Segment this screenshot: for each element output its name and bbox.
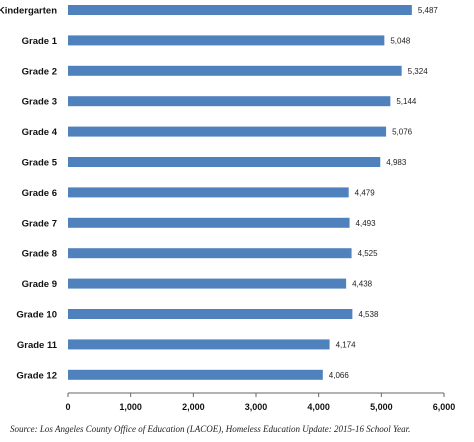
category-label-8: Grade 8 bbox=[22, 249, 57, 260]
bar-6 bbox=[68, 187, 349, 198]
value-label-10: 4,538 bbox=[358, 310, 379, 319]
bar-4 bbox=[68, 126, 387, 137]
x-tick-label-4: 4,000 bbox=[307, 402, 330, 412]
source-note: Source: Los Angeles County Office of Edu… bbox=[10, 424, 411, 434]
value-label-8: 4,525 bbox=[358, 249, 379, 258]
value-label-0: 5,487 bbox=[418, 6, 439, 15]
value-label-3: 5,144 bbox=[396, 97, 417, 106]
bar-5 bbox=[68, 157, 381, 167]
bar-10 bbox=[68, 309, 353, 319]
value-label-11: 4,174 bbox=[336, 340, 357, 349]
x-tick-label-6: 6,000 bbox=[433, 402, 456, 412]
bar-0 bbox=[68, 5, 412, 15]
x-tick-label-3: 3,000 bbox=[245, 402, 268, 412]
category-label-3: Grade 3 bbox=[22, 97, 57, 108]
category-label-5: Grade 5 bbox=[22, 158, 58, 169]
bar-2 bbox=[68, 65, 402, 76]
value-labels-group: 5,487 5,048 5,324 5,144 5,076 4,983 4,479 4,493… bbox=[329, 6, 439, 380]
x-axis-ticks-group: 0 1,000 2,000 3,000 4,000 5,000 6,000 bbox=[65, 393, 455, 412]
value-label-2: 5,324 bbox=[408, 67, 429, 76]
category-label-9: Grade 9 bbox=[22, 279, 57, 290]
value-label-7: 4,493 bbox=[356, 219, 377, 228]
value-label-6: 4,479 bbox=[355, 188, 376, 197]
category-labels-group: Kindergarten Grade 1 Grade 2 Grade 3 Grade 4… bbox=[0, 6, 58, 382]
category-label-0: Kindergarten bbox=[0, 6, 57, 17]
category-label-4: Grade 4 bbox=[22, 127, 58, 138]
x-tick-label-5: 5,000 bbox=[370, 402, 393, 412]
category-label-6: Grade 6 bbox=[22, 188, 57, 199]
bar-12 bbox=[68, 369, 323, 380]
x-tick-label-2: 2,000 bbox=[182, 402, 205, 412]
x-tick-label-0: 0 bbox=[65, 402, 70, 412]
value-label-4: 5,076 bbox=[392, 128, 413, 137]
category-label-10: Grade 10 bbox=[16, 310, 57, 321]
value-label-12: 4,066 bbox=[329, 371, 350, 380]
category-label-12: Grade 12 bbox=[16, 370, 57, 381]
category-label-2: Grade 2 bbox=[22, 66, 57, 77]
bars-group bbox=[68, 5, 412, 380]
bar-11 bbox=[68, 339, 330, 350]
bar-7 bbox=[68, 217, 350, 228]
bar-8 bbox=[68, 248, 352, 259]
value-label-1: 5,048 bbox=[390, 36, 411, 45]
category-label-7: Grade 7 bbox=[22, 218, 57, 229]
category-label-11: Grade 11 bbox=[17, 340, 58, 351]
x-tick-label-1: 1,000 bbox=[119, 402, 142, 412]
category-label-1: Grade 1 bbox=[22, 36, 58, 47]
bar-9 bbox=[68, 278, 347, 289]
bar-3 bbox=[68, 96, 391, 107]
value-label-5: 4,983 bbox=[386, 158, 407, 167]
value-label-9: 4,438 bbox=[352, 280, 373, 289]
bar-1 bbox=[68, 35, 385, 46]
bar-chart: Kindergarten Grade 1 Grade 2 Grade 3 Grade 4… bbox=[0, 5, 455, 412]
